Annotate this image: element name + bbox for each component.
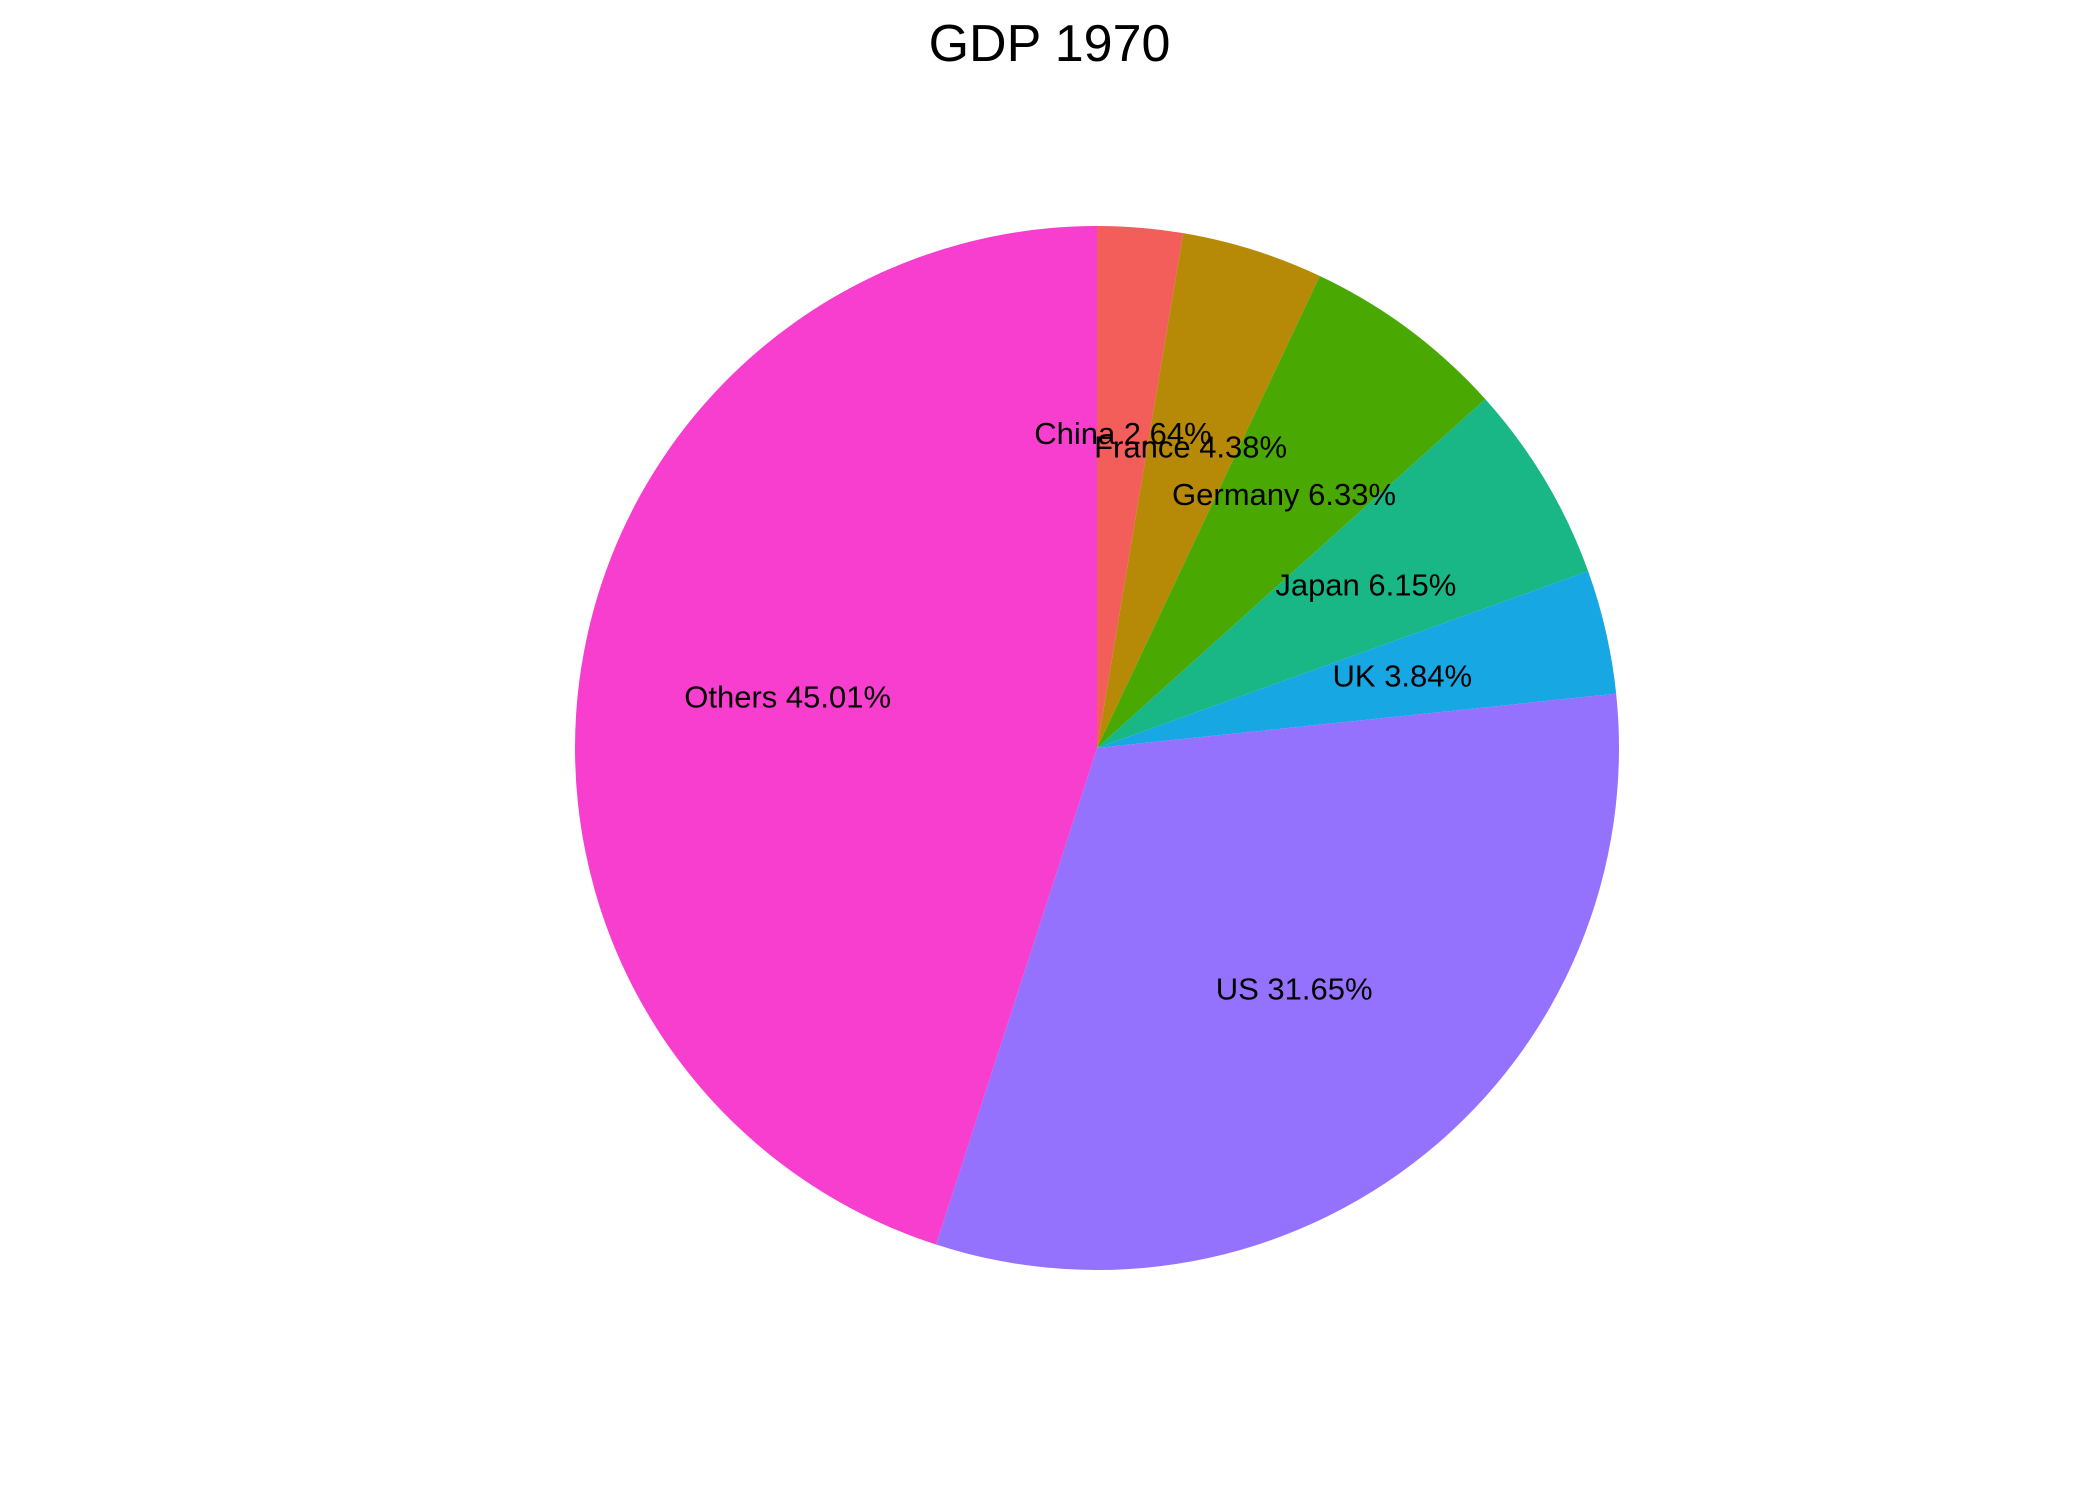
pie-slice-china xyxy=(1097,226,1184,748)
slice-label-us: US 31.65% xyxy=(1216,972,1373,1007)
pie-slice-us xyxy=(936,693,1619,1270)
slice-label-japan: Japan 6.15% xyxy=(1275,567,1456,602)
pie-slice-france xyxy=(1097,233,1320,749)
pie-slice-others xyxy=(575,226,1097,1245)
chart-title: GDP 1970 xyxy=(928,15,1171,73)
pie-slice-uk xyxy=(1097,571,1617,748)
slice-label-others: Others 45.01% xyxy=(684,679,891,714)
slices-layer xyxy=(575,226,1619,1270)
slice-label-china: China 2.64% xyxy=(1034,416,1212,451)
slice-label-uk: UK 3.84% xyxy=(1333,658,1473,693)
pie-slice-germany xyxy=(1097,275,1486,748)
slice-label-france: France 4.38% xyxy=(1094,429,1287,464)
slice-label-germany: Germany 6.33% xyxy=(1172,477,1396,512)
labels-layer: China 2.64%France 4.38% Germany 6.33% Japa… xyxy=(684,416,1472,1007)
pie-slice-japan xyxy=(1097,399,1589,748)
